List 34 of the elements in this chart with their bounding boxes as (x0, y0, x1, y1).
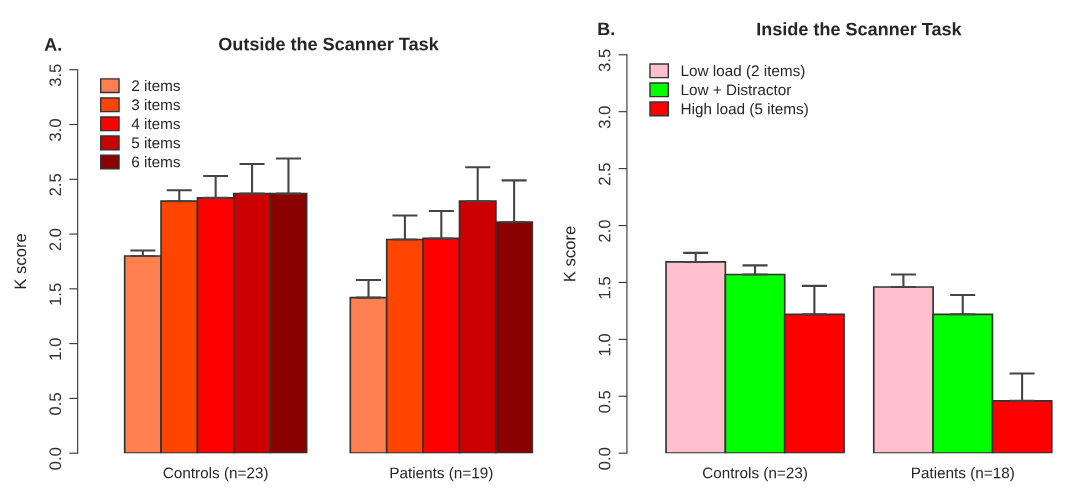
legend-label: 2 items (132, 79, 180, 92)
y-tick-label: 0.0 (49, 447, 62, 470)
y-tick-label: 0.5 (49, 393, 62, 415)
chart-title: Inside the Scanner Task (757, 22, 962, 36)
chart-title: Outside the Scanner Task (219, 37, 439, 51)
y-tick-label: 0.0 (598, 447, 611, 470)
y-axis-title: K score (14, 233, 27, 289)
x-tick-label: Controls (n=23) (702, 467, 807, 482)
y-tick-label: 3.0 (49, 119, 62, 141)
y-tick-label: 0.5 (598, 390, 611, 413)
legend-label: 6 items (132, 156, 180, 168)
text: A. (44, 38, 61, 51)
x-tick-label: Patients (n=18) (912, 467, 1014, 482)
y-tick-label: 1.5 (49, 283, 62, 305)
y-tick-label: 2.5 (49, 173, 62, 196)
text: B. (598, 22, 615, 36)
y-tick-label: 2.5 (598, 163, 611, 185)
y-tick-label: 2.0 (598, 220, 611, 242)
y-tick-label: 3.5 (598, 49, 611, 72)
legend-label: Low load (2 items) (681, 64, 805, 80)
x-tick-label: Patients (n=19) (390, 467, 493, 482)
legend-label: 4 items (131, 118, 180, 130)
y-tick-label: 1.0 (598, 333, 611, 356)
y-tick-label: 1.0 (49, 338, 62, 360)
y-tick-label: 3.0 (598, 106, 611, 129)
legend-label: 3 items (131, 98, 180, 111)
y-tick-label: 2.0 (49, 228, 62, 251)
x-tick-label: Controls (n=23) (163, 467, 268, 482)
legend-label: Low + Distractor (681, 84, 792, 96)
y-tick-label: 1.5 (598, 277, 611, 299)
legend-label: High load (5 items) (681, 103, 808, 118)
legend-label: 5 items (131, 137, 180, 149)
y-axis-title: K score (563, 226, 576, 281)
y-tick-label: 3.5 (49, 64, 62, 87)
